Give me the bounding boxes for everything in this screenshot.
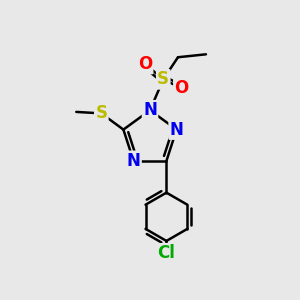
Text: O: O — [174, 79, 189, 97]
Text: N: N — [143, 101, 157, 119]
Text: Cl: Cl — [158, 244, 175, 262]
Text: O: O — [138, 55, 152, 73]
Text: S: S — [95, 104, 107, 122]
Text: N: N — [170, 121, 184, 139]
Text: S: S — [157, 70, 169, 88]
Text: N: N — [127, 152, 140, 170]
